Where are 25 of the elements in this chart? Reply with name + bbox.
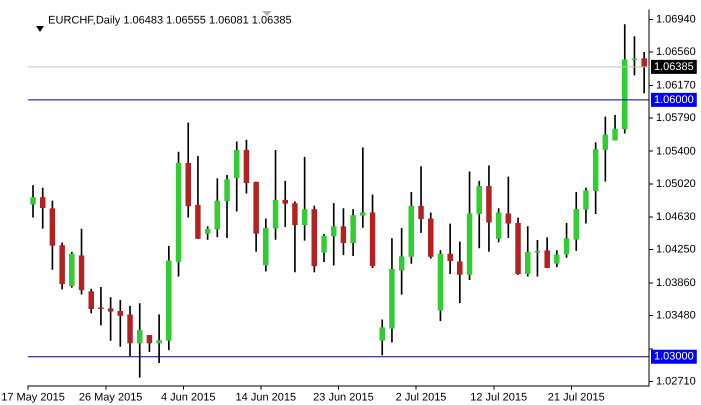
x-tick-label: 12 Jul 2015 bbox=[470, 391, 528, 404]
ref-line-label: 1.06000 bbox=[654, 94, 694, 106]
ref-line-label: 1.06385 bbox=[654, 60, 694, 73]
y-tick-label: 1.06940 bbox=[656, 13, 696, 26]
x-tick-label: 14 Jun 2015 bbox=[236, 391, 296, 404]
y-tick-label: 1.03860 bbox=[656, 277, 696, 290]
x-tick-label: 26 May 2015 bbox=[78, 391, 142, 404]
x-tick-label: 2 Jul 2015 bbox=[396, 391, 446, 404]
y-tick-label: 1.05400 bbox=[656, 145, 696, 158]
x-tick-label: 17 May 2015 bbox=[1, 391, 65, 404]
y-tick-label: 1.02710 bbox=[656, 376, 696, 388]
candlestick bbox=[418, 166, 424, 233]
y-tick-label: 1.03480 bbox=[656, 310, 696, 322]
y-tick-label: 1.06170 bbox=[656, 79, 696, 92]
y-tick-label: 1.05020 bbox=[656, 178, 696, 190]
x-tick-label: 23 Jun 2015 bbox=[313, 391, 374, 404]
chart-title: EURCHF,Daily 1.06483 1.06555 1.06081 1.06385 bbox=[48, 14, 292, 27]
ref-line-label: 1.03000 bbox=[654, 350, 694, 363]
x-tick-label: 4 Jun 2015 bbox=[161, 391, 216, 404]
y-tick-label: 1.06560 bbox=[656, 46, 696, 58]
y-tick-label: 1.04630 bbox=[656, 211, 696, 224]
y-tick-label: 1.04250 bbox=[656, 244, 696, 256]
candlestick bbox=[30, 185, 36, 218]
x-tick-label: 21 Jul 2015 bbox=[548, 391, 605, 404]
y-tick-label: 1.05790 bbox=[656, 112, 696, 124]
